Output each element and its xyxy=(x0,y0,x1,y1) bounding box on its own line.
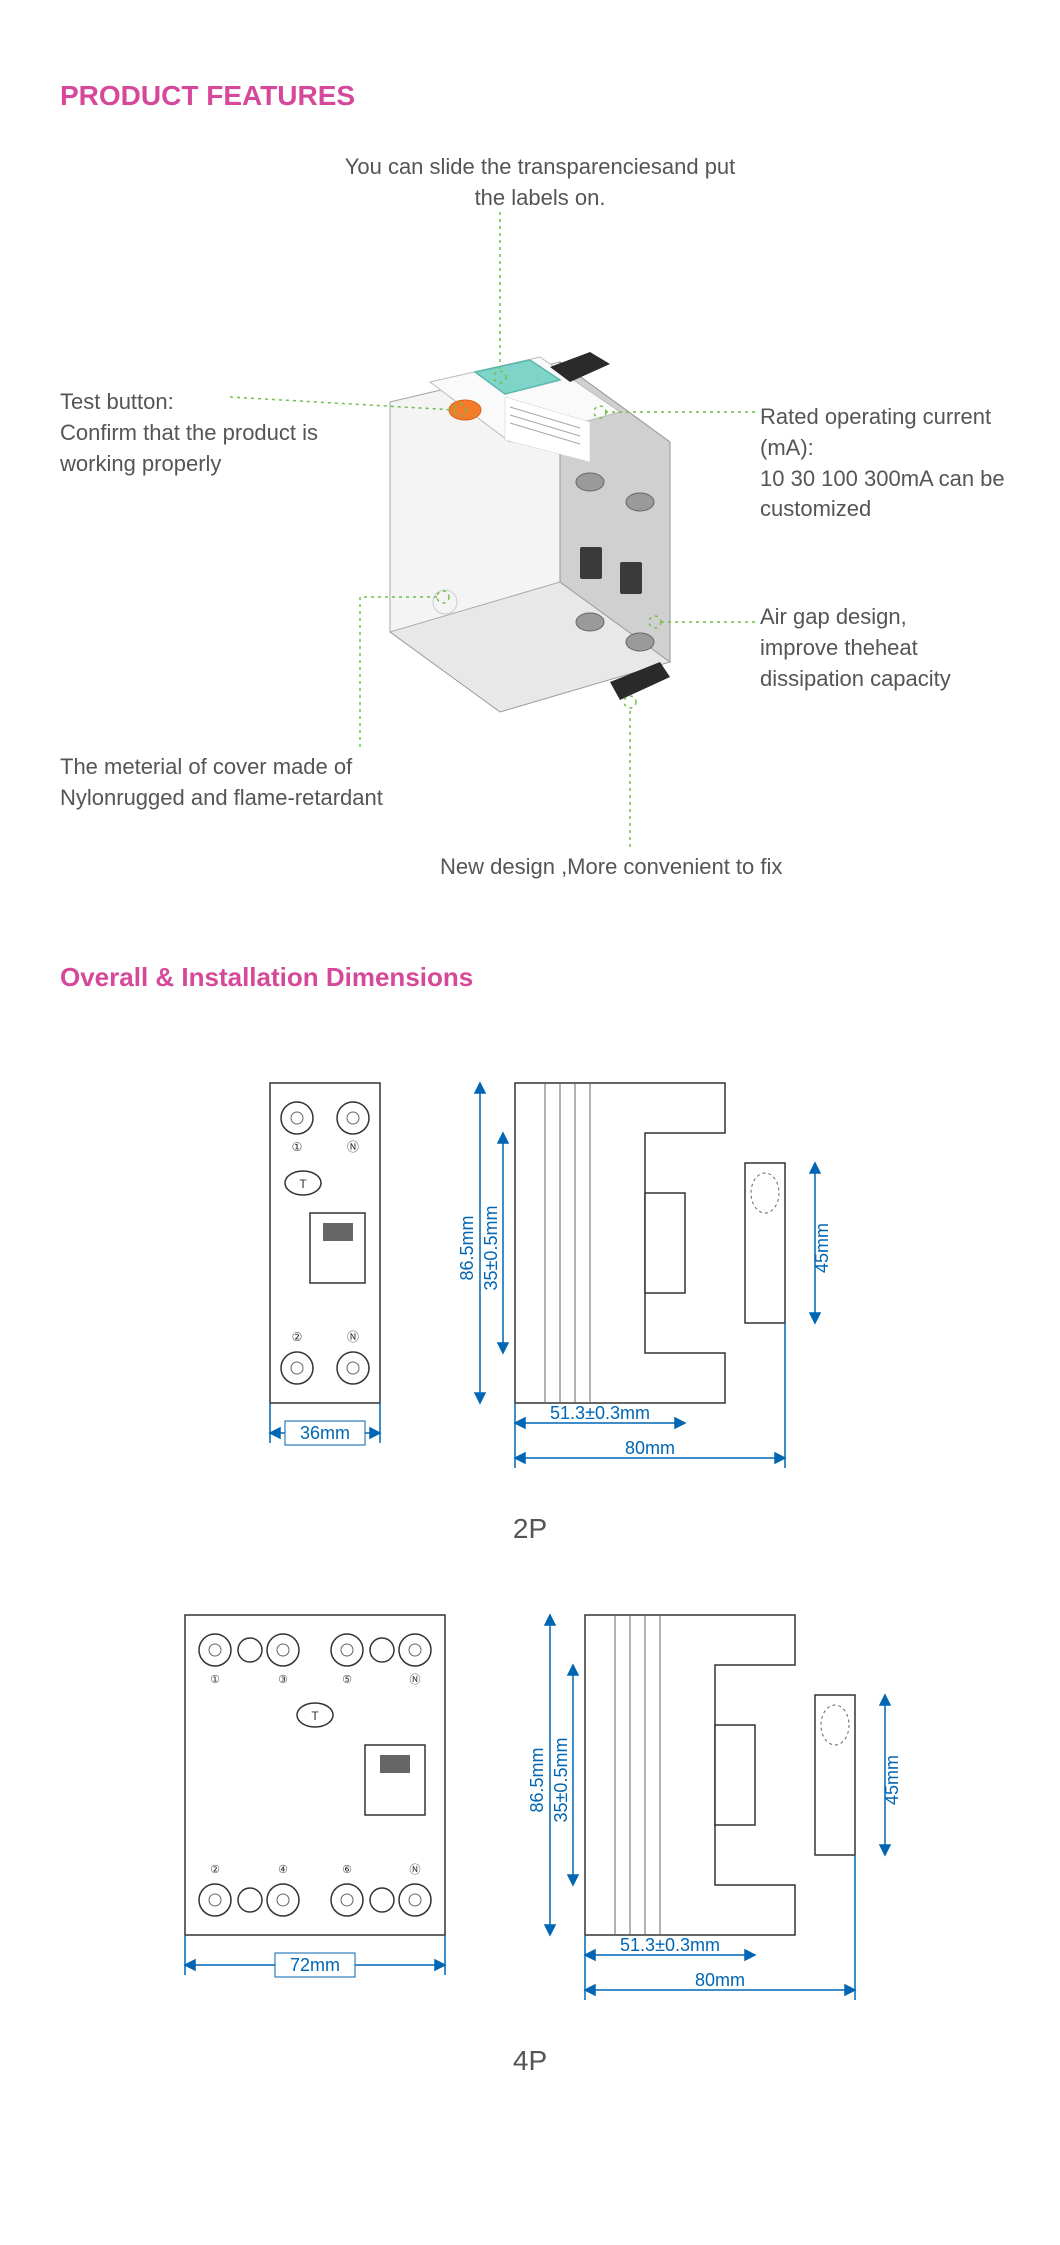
svg-text:④: ④ xyxy=(278,1864,288,1876)
svg-text:80mm: 80mm xyxy=(625,1438,675,1458)
svg-text:86.5mm: 86.5mm xyxy=(527,1747,547,1812)
svg-text:Ⓝ: Ⓝ xyxy=(347,1140,359,1154)
svg-text:80mm: 80mm xyxy=(695,1970,745,1990)
front-4p: ① ③ ⑤ Ⓝ T ② ④ ⑥ Ⓝ xyxy=(145,1595,485,2015)
svg-text:①: ① xyxy=(210,1674,220,1686)
heading-dimensions: Overall & Installation Dimensions xyxy=(60,962,1000,993)
svg-text:Ⓝ: Ⓝ xyxy=(347,1330,359,1344)
front-2p: ① Ⓝ T ② Ⓝ 36mm xyxy=(215,1063,415,1483)
svg-text:⑤: ⑤ xyxy=(342,1674,352,1686)
svg-text:36mm: 36mm xyxy=(300,1423,350,1443)
svg-text:Ⓝ: Ⓝ xyxy=(410,1673,421,1686)
svg-text:⑥: ⑥ xyxy=(342,1864,352,1876)
row-2p: ① Ⓝ T ② Ⓝ 36mm xyxy=(90,1063,970,1483)
side-4p: 86.5mm 35±0.5mm 45mm 51.3±0.3mm xyxy=(515,1595,915,2015)
svg-text:51.3±0.3mm: 51.3±0.3mm xyxy=(620,1935,720,1955)
svg-text:①: ① xyxy=(292,1140,303,1154)
svg-text:72mm: 72mm xyxy=(290,1955,340,1975)
svg-text:86.5mm: 86.5mm xyxy=(457,1215,477,1280)
label-4p: 4P xyxy=(90,2045,970,2077)
svg-text:③: ③ xyxy=(278,1674,288,1686)
svg-text:45mm: 45mm xyxy=(812,1223,832,1273)
svg-text:②: ② xyxy=(210,1864,220,1876)
svg-text:45mm: 45mm xyxy=(882,1755,902,1805)
heading-features: PRODUCT FEATURES xyxy=(60,80,1000,112)
dimensions-area: ① Ⓝ T ② Ⓝ 36mm xyxy=(60,1023,1000,2147)
svg-text:T: T xyxy=(311,1709,319,1723)
svg-text:T: T xyxy=(299,1177,307,1191)
features-diagram: You can slide the transparenciesand put … xyxy=(60,152,1000,902)
row-4p: ① ③ ⑤ Ⓝ T ② ④ ⑥ Ⓝ xyxy=(90,1595,970,2015)
svg-text:35±0.5mm: 35±0.5mm xyxy=(551,1738,571,1823)
leader-lines xyxy=(60,152,1000,902)
svg-text:②: ② xyxy=(292,1330,303,1344)
svg-text:Ⓝ: Ⓝ xyxy=(410,1863,421,1876)
svg-text:51.3±0.3mm: 51.3±0.3mm xyxy=(550,1403,650,1423)
label-2p: 2P xyxy=(90,1513,970,1545)
side-2p: 86.5mm 35±0.5mm 45mm 51.3±0.3mm xyxy=(445,1063,845,1483)
svg-text:35±0.5mm: 35±0.5mm xyxy=(481,1206,501,1291)
